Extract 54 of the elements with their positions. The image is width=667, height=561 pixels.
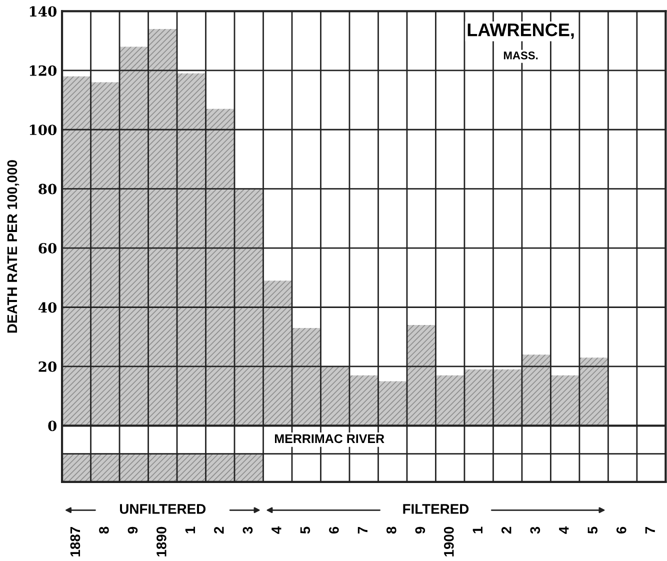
y-tick-label: 40	[38, 302, 57, 313]
x-tick-label: 4	[559, 526, 569, 534]
x-tick-label: 1890	[156, 526, 166, 556]
band-label: UNFILTERED	[120, 504, 206, 514]
bar	[349, 375, 378, 426]
x-tick-label: 2	[501, 526, 512, 534]
x-tick-label: 9	[415, 526, 426, 534]
x-tick-label: 1	[472, 526, 482, 534]
text: MASS.	[504, 52, 538, 60]
x-tick-label: 3	[530, 526, 540, 534]
bar	[493, 369, 522, 426]
x-tick-label: 8	[99, 526, 109, 534]
bar	[90, 82, 120, 426]
bar	[263, 280, 292, 426]
bar	[378, 381, 407, 426]
bar	[62, 76, 91, 426]
annotation: MERRIMAC RIVER	[274, 434, 384, 444]
y-axis-title: DEATH RATE PER 100,000	[7, 160, 20, 333]
x-tick-label: 2	[214, 526, 224, 534]
x-tick-label: 5	[588, 526, 598, 534]
y-tick-label: 100	[30, 124, 57, 136]
bar	[148, 28, 178, 426]
text: FILTERED	[403, 504, 469, 514]
x-tick-label: 3	[242, 526, 253, 534]
text: LAWRENCE,	[468, 23, 574, 39]
x-tick-label: 1900	[444, 526, 454, 556]
bar	[522, 354, 551, 426]
y-tick-label: 120	[30, 65, 57, 76]
y-tick-label: 60	[38, 243, 57, 254]
y-tick-label: 80	[38, 184, 57, 194]
y-tick-label: 20	[38, 361, 57, 372]
x-tick-label: 8	[386, 526, 396, 534]
bar	[436, 375, 464, 426]
x-tick-label: 6	[328, 526, 339, 534]
x-tick-label: 4	[272, 526, 282, 534]
y-tick-label: 140	[30, 6, 57, 17]
bar	[464, 369, 494, 426]
y-tick-label: 0	[48, 420, 57, 432]
x-tick-label: 9	[128, 526, 138, 534]
bar	[292, 328, 321, 426]
x-tick-label: 5	[300, 526, 310, 534]
bar	[177, 73, 206, 426]
bar	[579, 358, 608, 426]
x-tick-label: 6	[616, 526, 626, 534]
bar	[406, 325, 436, 426]
x-tick-label: 7	[645, 526, 655, 534]
bar	[550, 375, 580, 426]
bar	[234, 188, 264, 426]
x-tick-label: 7	[358, 526, 368, 534]
bar	[120, 46, 148, 426]
bar	[206, 108, 234, 426]
x-tick-label: 1	[185, 526, 195, 534]
x-tick-label: 1887	[70, 526, 80, 556]
bar	[320, 366, 350, 426]
